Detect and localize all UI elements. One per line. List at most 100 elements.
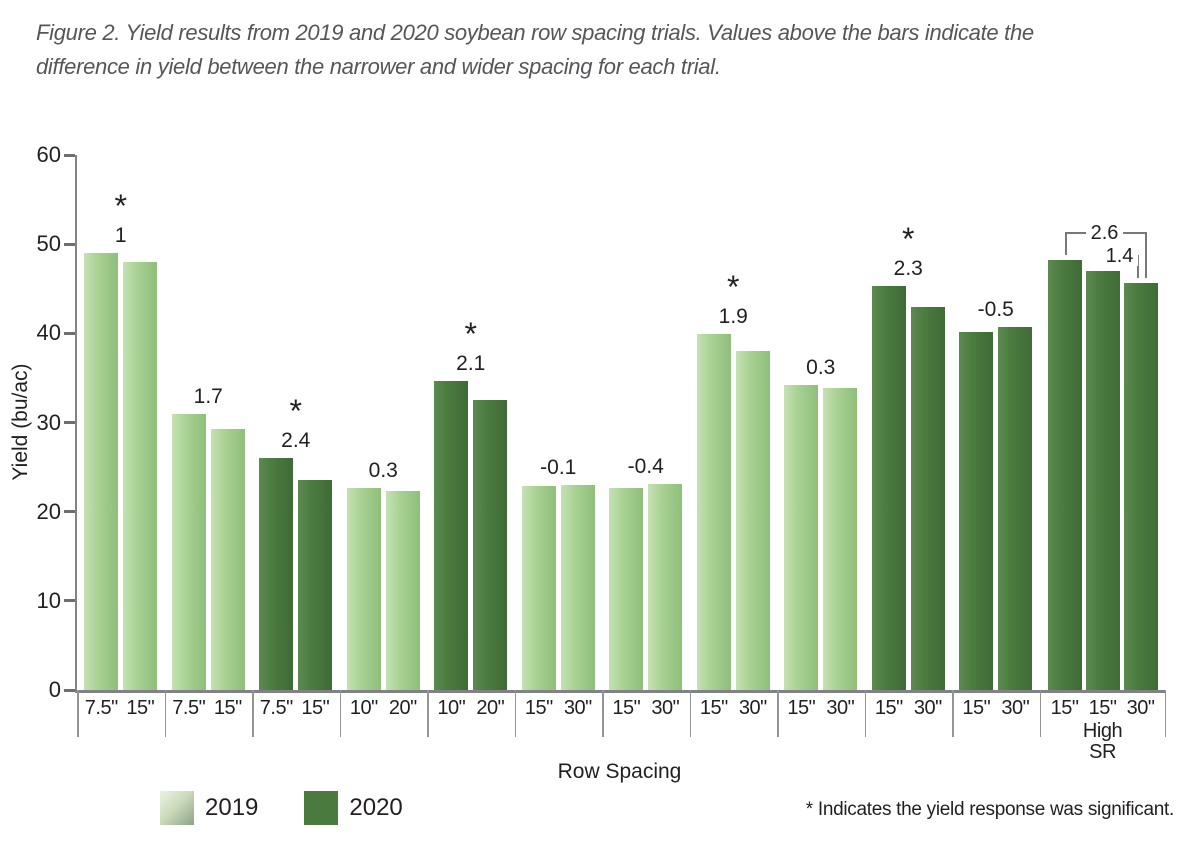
x-tick-label: 30" <box>826 697 855 719</box>
y-tick <box>64 153 75 157</box>
y-tick-label: 60 <box>36 142 61 167</box>
diff-label: 1.7 <box>193 384 223 408</box>
significance-star-icon: * <box>464 316 477 353</box>
x-tick-label: 30" <box>651 697 680 719</box>
plot-area: 0 10 20 30 40 50 60 7.5" 15" 1 * 7.5" 15" 1.7 7.5" 15" 2… <box>37 143 1166 763</box>
bar-group: 15" 30" 0.3 <box>777 155 865 718</box>
bar-group: 15" 30" -0.4 <box>602 155 690 718</box>
x-tick-label: 15" <box>962 697 991 719</box>
bar <box>959 331 994 690</box>
bar <box>385 491 420 690</box>
bar <box>871 286 906 690</box>
legend-swatch-2019 <box>160 791 194 825</box>
bar <box>696 334 731 690</box>
x-tick-label: 15" <box>301 697 330 719</box>
diff-label: -0.4 <box>627 455 664 479</box>
bar <box>434 381 469 690</box>
y-tick-label: 40 <box>36 320 61 346</box>
x-tick-label: 15" <box>1050 697 1079 719</box>
y-tick-label: 0 <box>48 677 61 702</box>
bar <box>560 484 595 690</box>
bar-group: 15" 30" 1.9 * <box>690 155 778 718</box>
group-separator <box>164 690 166 737</box>
x-tick-label: 15" <box>874 697 903 719</box>
bar <box>998 327 1033 690</box>
significance-star-icon: * <box>289 393 302 430</box>
y-tick <box>64 331 75 335</box>
group-separator <box>777 690 779 737</box>
y-tick-label: 50 <box>36 231 61 257</box>
x-tick-label: 10" <box>437 697 466 719</box>
legend-label-2019: 2019 <box>205 794 259 821</box>
x-tick-label: 15" <box>787 697 816 719</box>
bar <box>346 488 381 690</box>
group-separator <box>864 690 866 737</box>
x-tick-label: 15" <box>524 697 553 719</box>
diff-label: -0.5 <box>977 298 1014 322</box>
diff-label: 2.1 <box>456 352 486 376</box>
bar <box>210 428 245 690</box>
x-tick-label: 15" <box>1088 697 1117 719</box>
group-separator <box>1164 690 1166 737</box>
x-tick-sublabel: High SR <box>1082 720 1123 763</box>
x-tick-label: 30" <box>738 697 767 719</box>
bar <box>1047 260 1082 690</box>
significance-footnote: * Indicates the yield response was signi… <box>805 799 1175 820</box>
x-tick-label: 30" <box>1001 697 1030 719</box>
x-tick-label: 15" <box>213 697 242 719</box>
x-tick-label: 7.5" <box>172 697 206 719</box>
group-separator <box>689 690 691 737</box>
figure-caption-line-1: Figure 2. Yield results from 2019 and 20… <box>36 20 1034 45</box>
bar-group: 10" 20" 2.1 * <box>427 155 515 718</box>
y-tick <box>64 510 75 514</box>
bar <box>1123 283 1158 690</box>
group-separator <box>952 690 954 737</box>
bar-group: 15" 30" 2.3 * <box>865 155 953 718</box>
bar <box>298 479 333 690</box>
diff-label: 0.3 <box>806 356 836 380</box>
y-tick <box>64 688 75 692</box>
bar <box>784 385 819 690</box>
x-axis-title: Row Spacing <box>557 760 682 783</box>
bar-group: 7.5" 15" 1 * <box>77 155 165 718</box>
significance-star-icon: * <box>902 221 915 258</box>
x-tick-label: 30" <box>913 697 942 719</box>
bracket-line <box>1064 232 1067 256</box>
bracket-line <box>1136 254 1139 279</box>
x-tick-label: 30" <box>563 697 592 719</box>
group-separator <box>77 690 79 737</box>
bar <box>473 400 508 690</box>
x-tick-label: 7.5" <box>84 697 118 719</box>
group-separator <box>602 690 604 737</box>
bar <box>259 458 294 690</box>
bar-group: 10" 20" 0.3 <box>340 155 428 718</box>
diff-label: -0.1 <box>540 455 577 479</box>
group-separator <box>1039 690 1041 737</box>
group-separator <box>252 690 254 737</box>
x-tick-label: 15" <box>612 697 641 719</box>
x-tick-label: 7.5" <box>259 697 293 719</box>
bar <box>521 485 556 690</box>
x-tick-label: 20" <box>388 697 417 719</box>
bracket-line <box>1144 232 1147 279</box>
y-tick-label: 10 <box>36 587 61 613</box>
diff-label: 2.3 <box>893 257 923 281</box>
bar <box>1085 270 1120 690</box>
bar <box>84 253 119 690</box>
y-tick <box>64 599 75 603</box>
y-tick <box>64 421 75 424</box>
bar <box>609 487 644 690</box>
figure-caption: Figure 2. Yield results from 2019 and 20… <box>36 16 1166 84</box>
bar-group: 15" 30" -0.1 <box>515 155 603 718</box>
group-separator <box>514 690 516 737</box>
bar-group: 15" 30" -0.5 <box>952 155 1040 718</box>
bar-group: 7.5" 15" 1.7 <box>165 155 253 718</box>
x-tick-label: 15" <box>126 697 155 719</box>
significance-star-icon: * <box>727 269 740 306</box>
diff-label: 1 <box>114 224 127 248</box>
legend-label-2020: 2020 <box>349 794 403 821</box>
bar <box>910 306 945 690</box>
bracket-label: 2.6 <box>1085 223 1124 244</box>
significance-star-icon: * <box>114 188 127 225</box>
group-separator <box>339 690 341 737</box>
